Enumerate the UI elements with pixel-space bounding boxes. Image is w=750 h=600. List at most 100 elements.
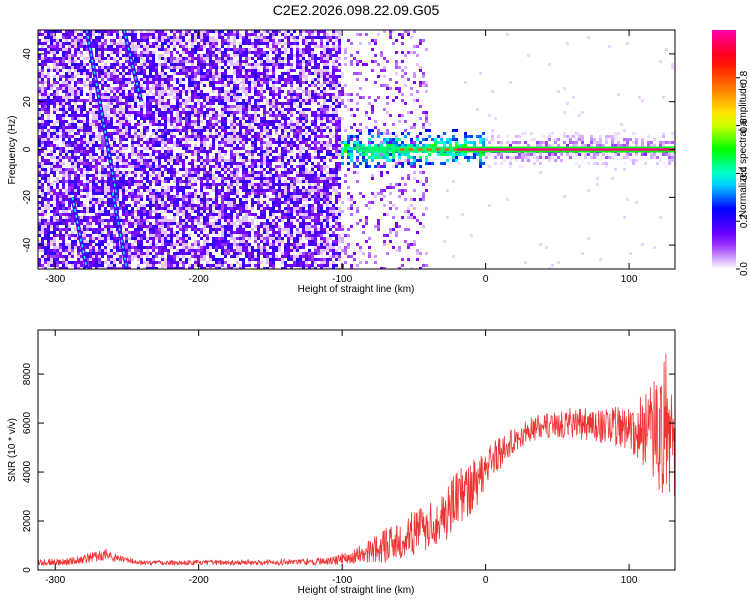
spectrogram-cell xyxy=(254,102,257,105)
spectrogram-cell xyxy=(185,210,188,213)
spectrogram-cell xyxy=(152,51,155,54)
spectrogram-cell xyxy=(239,210,242,213)
spectrogram-cell xyxy=(74,138,77,141)
spectrogram-cell xyxy=(101,255,104,258)
spectrogram-cell xyxy=(89,108,92,111)
spectrogram-cell xyxy=(260,60,263,63)
spectrogram-cell xyxy=(98,162,101,165)
spectrogram-cell xyxy=(158,213,161,216)
spectrogram-cell xyxy=(179,78,182,81)
spectrogram-cell xyxy=(92,144,95,147)
spectrogram-cell xyxy=(281,195,284,198)
spectrogram-cell xyxy=(137,264,140,267)
spectrogram-cell xyxy=(245,51,248,54)
spectrogram-cell xyxy=(272,81,275,84)
spectrogram-cell xyxy=(254,216,257,219)
spectrogram-cell xyxy=(272,192,275,195)
spectrogram-cell xyxy=(272,48,275,51)
spectrogram-cell xyxy=(38,72,41,75)
spectrogram-cell xyxy=(266,207,269,210)
spectrogram-cell xyxy=(152,168,155,171)
spectrogram-cell xyxy=(254,81,257,84)
spectrogram-cell xyxy=(74,60,77,63)
spectrogram-cell xyxy=(65,84,68,87)
spectrogram-cell xyxy=(146,66,149,69)
spectrogram-cell xyxy=(242,114,245,117)
spectrogram-cell xyxy=(185,204,188,207)
spectrogram-cell xyxy=(137,219,140,222)
spectrogram-cell xyxy=(110,204,113,207)
spectrogram-cell xyxy=(152,123,155,126)
spectrogram-cell xyxy=(74,63,77,66)
spectrogram-cell xyxy=(140,72,143,75)
spectrogram-cell xyxy=(155,159,158,162)
spectrogram-cell xyxy=(191,204,194,207)
spectrogram-cell xyxy=(260,210,263,213)
spectrogram-cell xyxy=(167,252,170,255)
spectrogram-cell xyxy=(56,165,59,168)
spectrogram-cell xyxy=(155,135,158,138)
spectrogram-cell xyxy=(140,162,143,165)
spectrogram-cell xyxy=(224,69,227,72)
spectrogram-cell xyxy=(269,99,272,102)
spectrogram-cell xyxy=(209,30,212,33)
spectrogram-cell xyxy=(182,33,185,36)
spectrogram-cell xyxy=(122,69,125,72)
spectrogram-cell xyxy=(131,48,134,51)
spectrogram-cell xyxy=(131,147,134,150)
spectrogram-cell xyxy=(200,93,203,96)
spectrogram-cell xyxy=(95,186,98,189)
spectrogram-cell xyxy=(269,255,272,258)
spectrogram-cell xyxy=(41,189,44,192)
spectrogram-cell xyxy=(152,60,155,63)
spectrogram-cell xyxy=(218,183,221,186)
spectrogram-cell xyxy=(200,258,203,261)
spectrogram-cell xyxy=(47,135,50,138)
spectrogram-cell xyxy=(143,207,146,210)
spectrogram-cell xyxy=(65,132,68,135)
spectrogram-cell xyxy=(239,156,242,159)
spectrogram-cell xyxy=(260,186,263,189)
spectrogram-cell xyxy=(152,180,155,183)
spectrogram-cell xyxy=(146,42,149,45)
spectrogram-cell xyxy=(155,138,158,141)
spectrogram-cell xyxy=(74,147,77,150)
spectrogram-cell xyxy=(41,240,44,243)
spectrogram-cell xyxy=(230,99,233,102)
spectrogram-cell xyxy=(257,249,260,252)
spectrogram-cell xyxy=(203,42,206,45)
spectrogram-cell xyxy=(233,264,236,267)
spectrogram-cell xyxy=(185,240,188,243)
spectrogram-cell xyxy=(80,45,83,48)
spectrogram-cell xyxy=(143,105,146,108)
spectrogram-cell xyxy=(209,198,212,201)
spectrogram-cell xyxy=(191,138,194,141)
spectrogram-cell xyxy=(140,234,143,237)
spectrogram-cell xyxy=(281,90,284,93)
spectrogram-cell xyxy=(194,249,197,252)
spectrogram-cell xyxy=(167,156,170,159)
spectrogram-cell xyxy=(191,210,194,213)
spectrogram-cell xyxy=(215,219,218,222)
spectrogram-cell xyxy=(194,69,197,72)
spectrogram-cell xyxy=(191,255,194,258)
spectrogram-cell xyxy=(92,138,95,141)
spectrogram-cell xyxy=(185,171,188,174)
spectrogram-cell xyxy=(248,42,251,45)
spectrogram-cell xyxy=(146,189,149,192)
spectrogram-cell xyxy=(155,252,158,255)
spectrogram-cell xyxy=(140,84,143,87)
spectrogram-cell xyxy=(182,45,185,48)
spectrogram-cell xyxy=(149,183,152,186)
spectrogram-cell xyxy=(86,78,89,81)
spectrogram-cell xyxy=(239,198,242,201)
spectrogram-cell xyxy=(239,252,242,255)
spectrogram-cell xyxy=(239,186,242,189)
spectrogram-cell xyxy=(173,36,176,39)
spectrogram-cell xyxy=(68,168,71,171)
spectrogram-cell xyxy=(116,165,119,168)
spectrogram-cell xyxy=(161,57,164,60)
spectrogram-cell xyxy=(233,207,236,210)
spectrogram-cell xyxy=(182,39,185,42)
spectrogram-cell xyxy=(89,222,92,225)
